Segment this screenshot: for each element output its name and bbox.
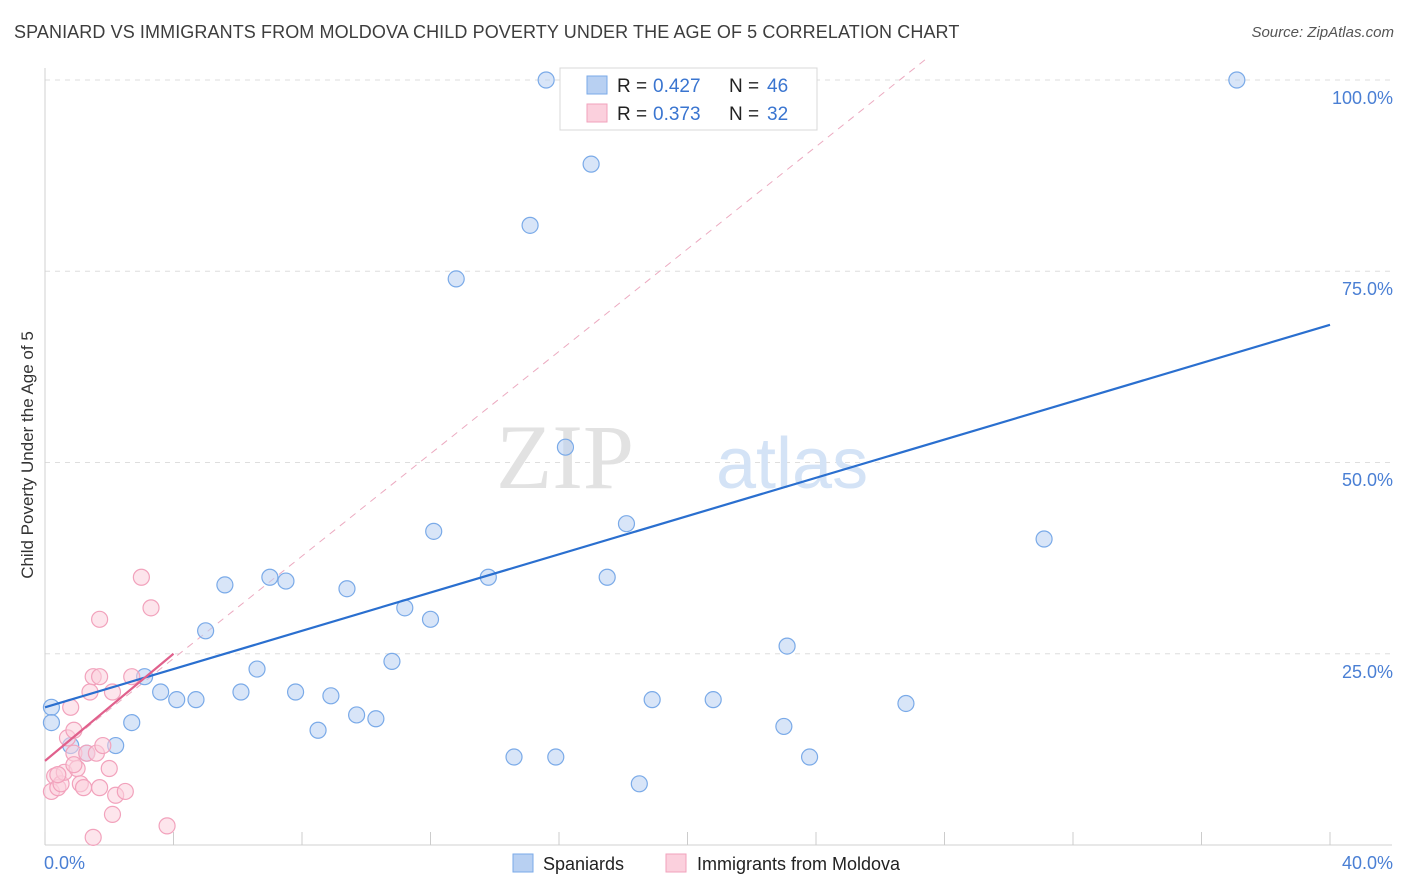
data-point-spaniards bbox=[643, 691, 661, 709]
stats-r-label: R = bbox=[617, 104, 647, 125]
data-point-moldova bbox=[116, 782, 134, 801]
data-point-moldova bbox=[91, 610, 109, 628]
data-point-spaniards bbox=[248, 660, 266, 678]
watermark: ZIP atlas bbox=[496, 406, 868, 508]
data-point-spaniards bbox=[1228, 71, 1246, 89]
data-point-spaniards bbox=[537, 71, 555, 89]
chart-title: SPANIARD VS IMMIGRANTS FROM MOLDOVA CHIL… bbox=[14, 22, 960, 42]
data-point-spaniards bbox=[582, 155, 600, 173]
data-point-spaniards bbox=[547, 748, 565, 766]
data-point-moldova bbox=[65, 756, 83, 774]
data-point-spaniards bbox=[421, 610, 440, 628]
source-note: Source: ZipAtlas.com bbox=[1251, 24, 1394, 41]
y-tick-label: 75.0% bbox=[1342, 279, 1393, 299]
data-point-spaniards bbox=[338, 580, 356, 598]
data-point-spaniards bbox=[123, 713, 141, 732]
data-point-spaniards bbox=[367, 710, 385, 728]
watermark-zip: ZIP bbox=[496, 406, 634, 508]
data-point-moldova bbox=[103, 805, 122, 824]
gridlines bbox=[45, 79, 1392, 655]
data-point-moldova bbox=[74, 779, 93, 797]
data-point-spaniards bbox=[505, 748, 523, 766]
trend-line-moldova bbox=[44, 652, 175, 762]
data-point-spaniards bbox=[775, 717, 793, 736]
data-point-spaniards bbox=[447, 270, 465, 288]
stats-swatch-spaniards bbox=[586, 75, 608, 95]
series-legend: Spaniards Immigrants from Moldova bbox=[512, 853, 901, 874]
stats-r-value: 0.427 bbox=[653, 76, 701, 97]
data-point-spaniards bbox=[232, 683, 250, 701]
data-point-spaniards bbox=[1035, 530, 1053, 548]
trend-line-extended bbox=[44, 56, 929, 762]
data-point-moldova bbox=[91, 668, 109, 686]
legend-label-moldova: Immigrants from Moldova bbox=[697, 854, 901, 874]
data-point-spaniards bbox=[286, 683, 305, 701]
data-point-spaniards bbox=[197, 622, 215, 640]
data-point-spaniards bbox=[309, 721, 327, 739]
data-point-spaniards bbox=[168, 691, 186, 709]
data-point-spaniards bbox=[778, 637, 796, 655]
data-point-spaniards bbox=[630, 775, 648, 793]
trend-line-spaniards bbox=[44, 323, 1331, 709]
stats-n-value: 32 bbox=[767, 104, 788, 125]
data-point-moldova bbox=[91, 779, 109, 797]
data-point-moldova bbox=[142, 599, 160, 617]
stats-r-value: 0.373 bbox=[653, 104, 701, 125]
stats-swatch-moldova bbox=[586, 103, 608, 123]
x-axis-tick-labels: 0.0% 40.0% bbox=[44, 853, 1393, 873]
stats-r-label: R = bbox=[617, 76, 647, 97]
data-point-spaniards bbox=[383, 652, 401, 671]
data-point-spaniards bbox=[152, 683, 170, 701]
data-point-spaniards bbox=[556, 438, 575, 456]
data-point-moldova bbox=[49, 766, 67, 784]
data-point-spaniards bbox=[261, 568, 279, 586]
y-axis-tick-labels: 25.0% 50.0% 75.0% 100.0% bbox=[1332, 88, 1393, 682]
series-spaniards-points bbox=[42, 71, 1246, 793]
data-point-spaniards bbox=[598, 568, 616, 586]
stats-n-value: 46 bbox=[767, 76, 788, 97]
watermark-atlas: atlas bbox=[716, 424, 868, 504]
data-point-spaniards bbox=[425, 522, 443, 540]
data-point-spaniards bbox=[42, 713, 61, 732]
legend-swatch-spaniards bbox=[512, 853, 534, 873]
data-point-spaniards bbox=[704, 691, 722, 709]
legend-swatch-moldova bbox=[665, 853, 687, 873]
data-point-moldova bbox=[158, 817, 176, 835]
trend-lines bbox=[44, 323, 1331, 762]
data-point-spaniards bbox=[187, 691, 205, 709]
data-point-moldova bbox=[132, 568, 150, 586]
data-point-moldova bbox=[84, 828, 102, 846]
data-point-spaniards bbox=[348, 706, 366, 724]
data-point-spaniards bbox=[277, 572, 295, 590]
data-point-moldova bbox=[100, 759, 118, 778]
y-tick-label: 25.0% bbox=[1342, 662, 1393, 682]
data-point-spaniards bbox=[216, 576, 234, 594]
y-tick-label: 100.0% bbox=[1332, 88, 1393, 108]
data-point-moldova bbox=[94, 736, 112, 755]
data-point-spaniards bbox=[897, 694, 915, 713]
series-moldova-points bbox=[42, 568, 176, 846]
stats-n-label: N = bbox=[729, 76, 759, 97]
data-point-spaniards bbox=[800, 748, 819, 766]
stats-n-label: N = bbox=[729, 104, 759, 125]
legend-label-spaniards: Spaniards bbox=[543, 854, 624, 874]
y-tick-label: 50.0% bbox=[1342, 470, 1393, 490]
data-point-spaniards bbox=[322, 687, 340, 705]
trend-line-moldova-extended bbox=[44, 56, 929, 762]
data-point-spaniards bbox=[521, 216, 539, 234]
data-point-spaniards bbox=[617, 515, 636, 533]
x-tick-label-max: 40.0% bbox=[1342, 853, 1393, 873]
axes bbox=[44, 68, 1392, 846]
stats-legend: R = 0.427 N = 46 R = 0.373 N = 32 bbox=[559, 67, 818, 131]
x-axis-ticks bbox=[44, 832, 1331, 845]
x-tick-label-min: 0.0% bbox=[44, 853, 85, 873]
